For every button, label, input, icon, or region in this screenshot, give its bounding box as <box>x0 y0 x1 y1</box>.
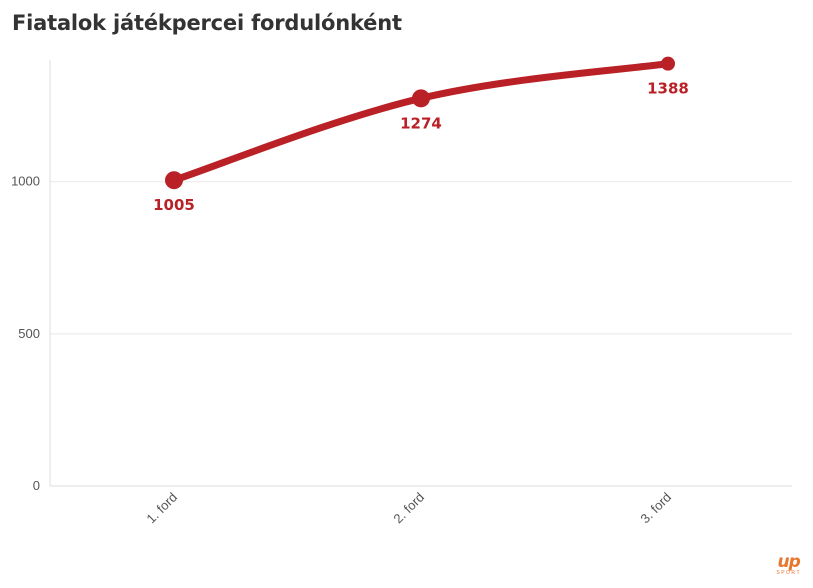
grid-layer <box>50 181 792 487</box>
logo-mark: up <box>777 552 801 572</box>
chart-title: Fiatalok játékpercei fordulónként <box>12 11 402 35</box>
series-layer <box>165 56 675 190</box>
y-tick-label: 1000 <box>11 174 40 189</box>
data-point <box>661 56 675 71</box>
x-tick-label: 3. ford <box>637 490 674 527</box>
x-tick-label: 2. ford <box>390 490 427 527</box>
data-label: 1005 <box>153 196 195 214</box>
brand-logo: up SPORT <box>776 552 801 577</box>
logo-subtitle: SPORT <box>776 570 801 576</box>
data-label: 1388 <box>647 80 689 98</box>
data-point <box>165 171 183 190</box>
y-tick-label: 500 <box>18 326 40 341</box>
axis-layer: 0 500 1000 1. ford 2. ford 3. ford <box>11 60 674 526</box>
data-point <box>412 89 430 108</box>
data-label: 1274 <box>400 114 442 132</box>
y-tick-label: 0 <box>33 478 40 493</box>
x-tick-label: 1. ford <box>143 490 180 527</box>
label-layer: 1005 1274 1388 <box>153 80 689 215</box>
